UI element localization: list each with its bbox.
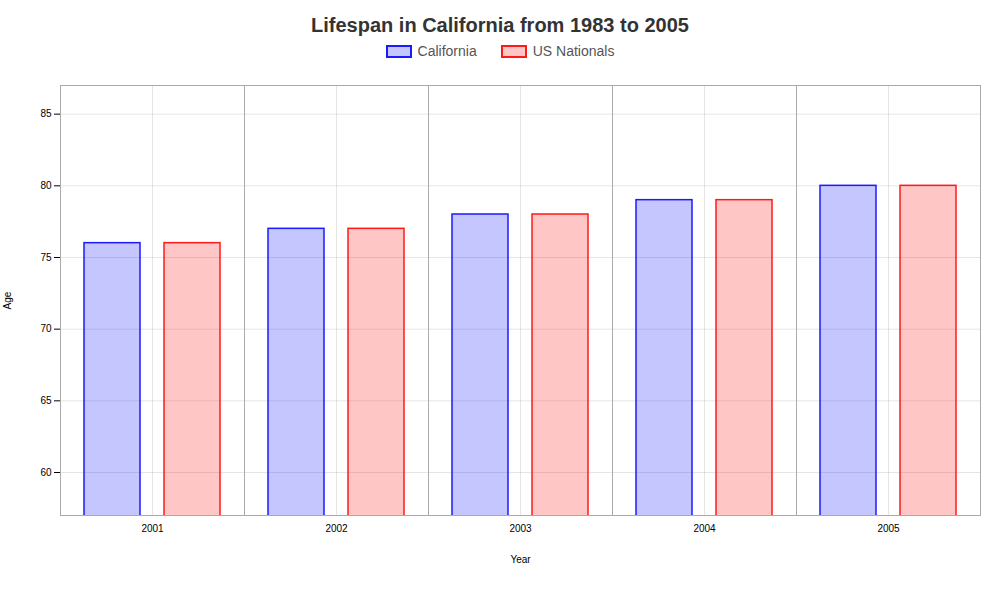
svg-text:2005: 2005 xyxy=(877,523,900,534)
svg-text:Age: Age xyxy=(2,291,13,309)
html-text:California: California xyxy=(417,43,477,59)
svg-text:60: 60 xyxy=(40,467,52,478)
svg-text:2004: 2004 xyxy=(693,523,716,534)
svg-text:80: 80 xyxy=(40,180,52,191)
svg-text:65: 65 xyxy=(40,395,52,406)
html-text:Lifespan in California from 19: Lifespan in California from 1983 to 2005 xyxy=(311,14,689,36)
svg-text:70: 70 xyxy=(40,323,52,334)
html-text:US Nationals: US Nationals xyxy=(532,43,615,59)
svg-text:2003: 2003 xyxy=(509,523,532,534)
svg-text:2001: 2001 xyxy=(141,523,164,534)
svg-text:2002: 2002 xyxy=(325,523,348,534)
svg-text:85: 85 xyxy=(40,108,52,119)
svg-text:Year: Year xyxy=(510,554,531,565)
svg-text:75: 75 xyxy=(40,252,52,263)
